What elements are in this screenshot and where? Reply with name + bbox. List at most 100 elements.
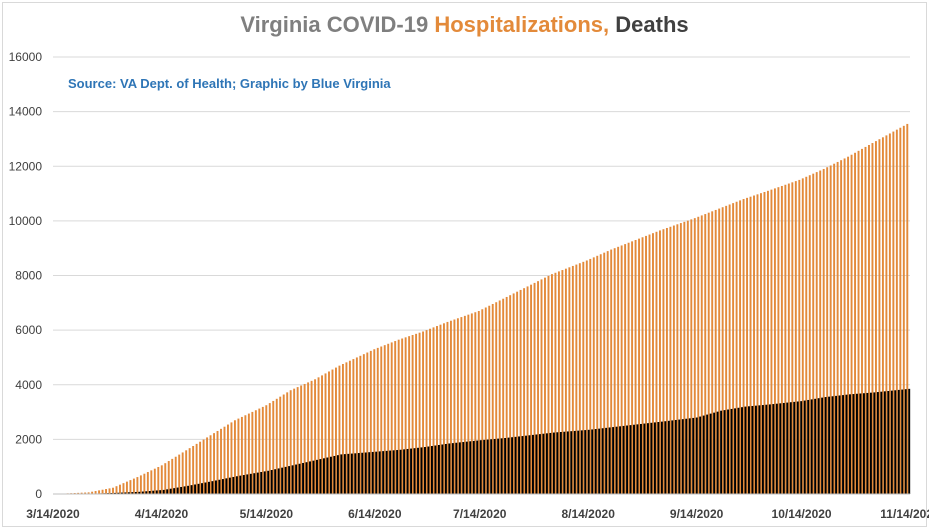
bar-hospitalizations <box>369 350 372 494</box>
bar-deaths <box>626 425 628 494</box>
bar-deaths <box>640 423 642 494</box>
bar-deaths <box>340 454 343 494</box>
bar-hospitalizations <box>101 489 104 494</box>
bar-deaths <box>190 485 193 494</box>
bar-deaths <box>194 484 197 494</box>
bar-deaths <box>601 428 604 494</box>
bar-hospitalizations <box>230 422 233 494</box>
bar-deaths <box>643 423 646 494</box>
bar-deaths <box>218 479 221 494</box>
bar-deaths <box>469 441 472 494</box>
bar-hospitalizations <box>446 321 449 494</box>
bar-deaths <box>629 425 632 494</box>
bar-deaths <box>389 450 392 494</box>
bar-deaths <box>775 403 778 494</box>
bar-deaths <box>653 422 656 494</box>
bar-hospitalizations <box>470 313 473 494</box>
bar-deaths <box>141 491 144 494</box>
bar-hospitalizations <box>721 207 724 494</box>
bar-hospitalizations <box>892 131 895 494</box>
bar-hospitalizations <box>746 197 749 494</box>
bar-deaths <box>671 420 674 494</box>
y-tick-label: 12000 <box>9 159 43 173</box>
bar-deaths <box>208 481 210 494</box>
bar-deaths <box>169 488 172 494</box>
bar-deaths <box>410 448 412 494</box>
bar-hospitalizations <box>854 152 857 495</box>
bar-deaths <box>824 397 827 494</box>
bar-hospitalizations <box>87 492 90 494</box>
bar-deaths <box>504 438 507 494</box>
bar-deaths <box>336 455 339 494</box>
bar-hospitalizations <box>812 173 815 494</box>
bar-hospitalizations <box>833 163 836 494</box>
bar-hospitalizations <box>300 385 303 494</box>
bar-hospitalizations <box>136 477 139 494</box>
bar-hospitalizations <box>77 492 80 494</box>
bar-hospitalizations <box>345 362 348 494</box>
bar-deaths <box>183 486 186 494</box>
bar-hospitalizations <box>502 298 505 494</box>
bar-deaths <box>490 439 493 494</box>
bar-deaths <box>382 451 385 494</box>
bar-deaths <box>326 457 329 494</box>
bar-hospitalizations <box>669 226 672 494</box>
bar-deaths <box>657 422 660 494</box>
bar-hospitalizations <box>659 230 661 494</box>
bar-deaths <box>793 401 796 494</box>
x-tick-label: 7/14/2020 <box>453 507 507 521</box>
bar-deaths <box>737 407 740 494</box>
bar-hospitalizations <box>254 410 257 494</box>
bar-deaths <box>354 453 357 494</box>
bar-hospitalizations <box>794 181 797 494</box>
bar-hospitalizations <box>704 214 707 495</box>
bar-deaths <box>521 436 524 494</box>
bar-deaths <box>552 432 555 494</box>
bar-deaths <box>754 405 757 494</box>
bar-hospitalizations <box>303 383 306 494</box>
bar-hospitalizations <box>119 484 121 494</box>
bar-hospitalizations <box>338 365 341 494</box>
bar-deaths <box>364 452 367 494</box>
y-tick-label: 10000 <box>9 214 43 228</box>
bar-hospitalizations <box>192 446 195 494</box>
bar-deaths <box>413 448 416 494</box>
bar-hospitalizations <box>564 268 567 494</box>
bar-deaths <box>246 474 249 494</box>
bar-deaths <box>424 447 426 494</box>
bar-deaths <box>284 466 287 494</box>
bar-hospitalizations <box>143 473 146 494</box>
bar-hospitalizations <box>582 261 585 494</box>
bar-deaths <box>862 393 865 494</box>
bar-deaths <box>814 398 817 494</box>
bar-deaths <box>636 424 639 494</box>
bar-deaths <box>420 447 423 494</box>
bar-deaths <box>706 414 709 494</box>
bar-deaths <box>817 398 820 494</box>
bar-hospitalizations <box>523 288 526 494</box>
bar-hospitalizations <box>530 284 533 494</box>
bar-hospitalizations <box>331 369 334 494</box>
bar-deaths <box>660 421 663 494</box>
bar-hospitalizations <box>213 433 215 494</box>
bar-hospitalizations <box>474 312 477 494</box>
bar-hospitalizations <box>697 216 700 494</box>
bar-hospitalizations <box>634 239 637 494</box>
bar-hospitalizations <box>787 183 790 495</box>
bar-deaths <box>803 400 806 494</box>
bar-deaths <box>605 427 608 494</box>
bar-hospitalizations <box>540 279 543 494</box>
bar-hospitalizations <box>390 342 393 494</box>
bar-deaths <box>873 392 876 494</box>
bar-deaths <box>622 425 625 494</box>
bar-deaths <box>908 388 911 494</box>
bar-hospitalizations <box>324 373 327 494</box>
bar-hospitalizations <box>401 338 404 494</box>
bar-hospitalizations <box>237 418 240 494</box>
bar-deaths <box>883 391 886 494</box>
bar-hospitalizations <box>181 452 184 494</box>
bar-hospitalizations <box>380 346 383 494</box>
bar-deaths <box>312 460 315 494</box>
bar-hospitalizations <box>188 448 191 494</box>
